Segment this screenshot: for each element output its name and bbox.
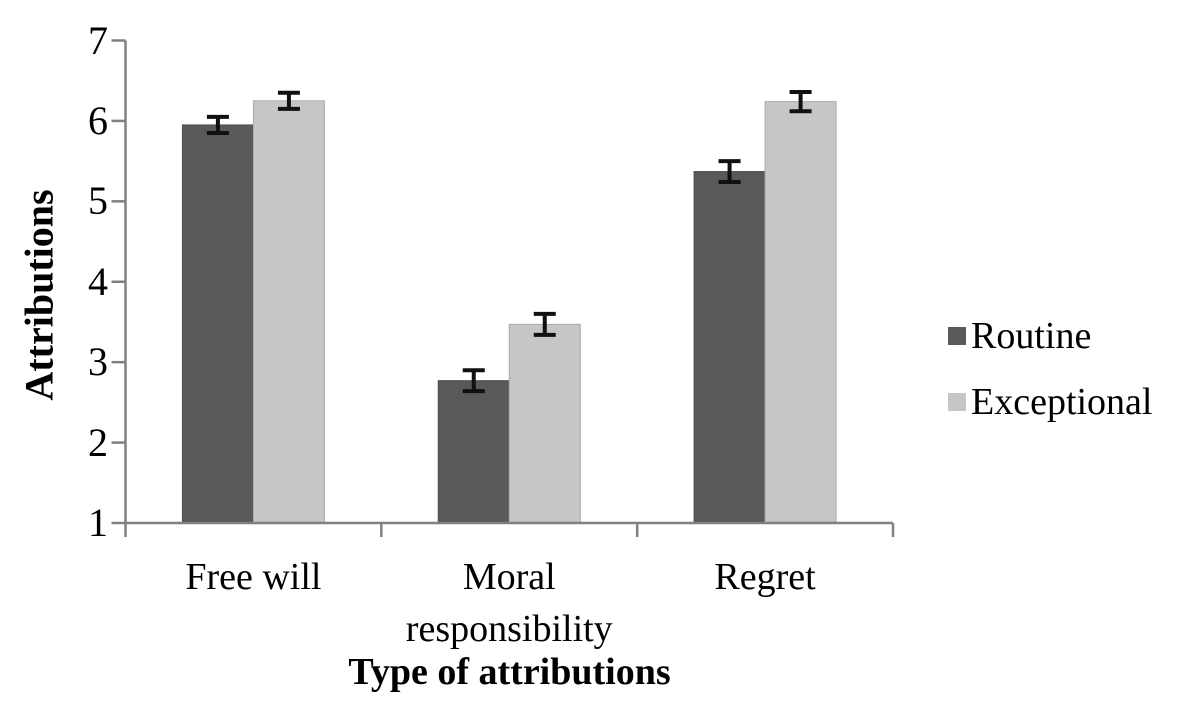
legend: Routine Exceptional (948, 315, 1153, 448)
bar-routine-1 (437, 380, 510, 524)
legend-swatch-exceptional-icon (948, 393, 966, 411)
y-tick-label-1: 1 (88, 500, 108, 545)
y-tick-label-2: 2 (88, 419, 108, 465)
y-tick-label-3: 3 (88, 339, 108, 385)
legend-swatch-routine-icon (948, 327, 966, 345)
error-bar-routine-0 (206, 114, 229, 135)
bar-routine-2 (693, 171, 766, 524)
legend-item-exceptional: Exceptional (948, 381, 1153, 423)
error-bar-exceptional-1 (533, 311, 556, 337)
category-label-1: Moral responsibility (405, 556, 613, 650)
y-tick-label-7: 7 (88, 17, 108, 63)
category-label-2: Regret (714, 556, 816, 598)
legend-label-exceptional: Exceptional (971, 381, 1153, 423)
bar-exceptional-0 (252, 100, 325, 524)
error-bar-exceptional-0 (277, 90, 300, 111)
legend-label-routine: Routine (971, 315, 1092, 357)
bar-exceptional-2 (764, 101, 837, 524)
bar-routine-0 (181, 124, 254, 524)
legend-item-routine: Routine (948, 315, 1152, 357)
y-tick-label-5: 5 (88, 178, 108, 224)
error-bar-exceptional-2 (789, 89, 812, 114)
error-bar-routine-1 (462, 368, 485, 394)
error-bar-routine-2 (718, 159, 741, 185)
y-tick-label-6: 6 (88, 97, 108, 143)
y-tick-label-4: 4 (88, 258, 108, 304)
category-label-0: Free will (185, 556, 322, 598)
bar-exceptional-1 (508, 323, 581, 524)
x-axis-title: Type of attributions (348, 651, 671, 693)
